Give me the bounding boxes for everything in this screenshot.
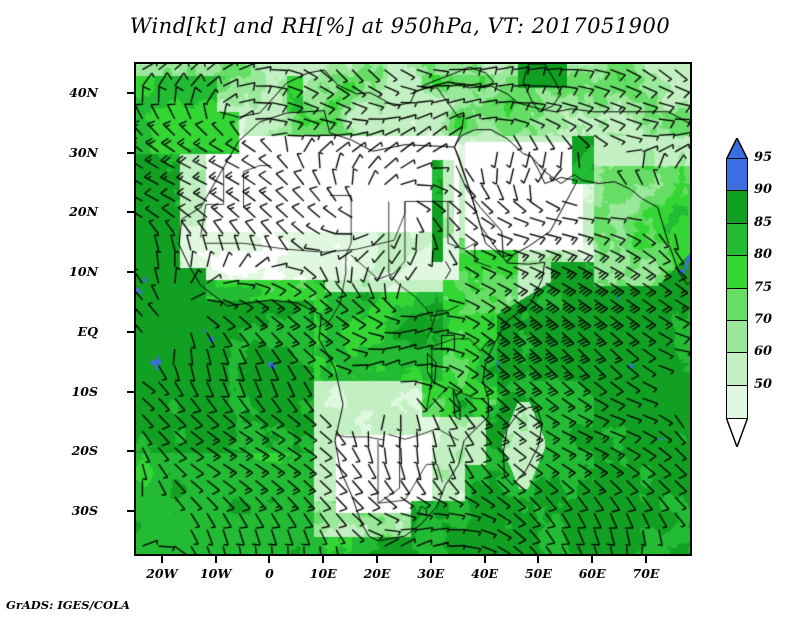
x-axis-label: 40E (471, 566, 499, 581)
x-tick (214, 556, 217, 563)
y-tick (127, 510, 134, 513)
colorbar-high-extend-arrow (724, 136, 750, 161)
y-tick (127, 91, 134, 94)
y-axis-label: 30N (69, 144, 98, 160)
colorbar: 95 90 85 80 75 70 60 50 (722, 136, 792, 468)
colorbar-tick-label: 80 (754, 247, 773, 263)
x-axis-label: 20E (363, 566, 391, 581)
x-tick (591, 556, 594, 563)
y-tick (127, 450, 134, 453)
colorbar-cell (726, 222, 748, 257)
y-tick (127, 330, 134, 333)
map-plot-area (134, 62, 692, 556)
x-axis-label: 30E (417, 566, 445, 581)
x-tick (268, 556, 271, 563)
x-axis-label: 10W (199, 566, 232, 581)
x-axis-label: 20W (146, 566, 178, 581)
x-tick (537, 556, 540, 563)
colorbar-cell (726, 158, 748, 192)
colorbar-cell (726, 320, 748, 354)
colorbar-tick-label: 75 (754, 279, 773, 295)
x-tick (429, 556, 432, 563)
x-tick (322, 556, 325, 563)
y-axis-label: 40N (69, 84, 98, 100)
colorbar-tick-label: 70 (754, 312, 773, 327)
x-axis-label: 10E (309, 566, 337, 581)
x-axis-label: 60E (578, 566, 606, 581)
y-axis-label: 20S (71, 443, 98, 459)
page-title: Wind[kt] and RH[%] at 950hPa, VT: 201705… (129, 14, 671, 38)
x-axis-label: 0 (265, 566, 274, 581)
y-axis-label: 10N (69, 264, 98, 280)
colorbar-cell (726, 287, 748, 322)
y-tick (127, 390, 134, 393)
colorbar-cell (726, 384, 748, 419)
colorbar-cell (726, 190, 748, 225)
colorbar-tick-label: 90 (754, 182, 773, 198)
x-tick (483, 556, 486, 563)
x-tick (160, 556, 163, 563)
y-tick (127, 151, 134, 154)
x-axis-label: 70E (632, 566, 660, 581)
colorbar-tick-label: 60 (754, 344, 773, 360)
colorbar-tick-label: 95 (754, 150, 773, 165)
footer-credit: GrADS: IGES/COLA (6, 598, 130, 612)
x-tick (644, 556, 647, 563)
colorbar-tick-label: 50 (754, 376, 773, 392)
colorbar-tick-label: 85 (754, 214, 773, 230)
wind-barb-layer (136, 64, 690, 554)
y-axis-label: 10S (71, 383, 98, 399)
y-axis-label: 20N (69, 204, 98, 220)
colorbar-cell (726, 255, 748, 290)
x-axis-label: 50E (524, 566, 552, 581)
colorbar-cell (726, 352, 748, 387)
y-axis-label: 30S (71, 503, 98, 519)
colorbar-low-extend-arrow (724, 416, 750, 450)
y-tick (127, 211, 134, 214)
y-tick (127, 271, 134, 274)
y-axis-label: EQ (77, 323, 98, 339)
x-tick (376, 556, 379, 563)
